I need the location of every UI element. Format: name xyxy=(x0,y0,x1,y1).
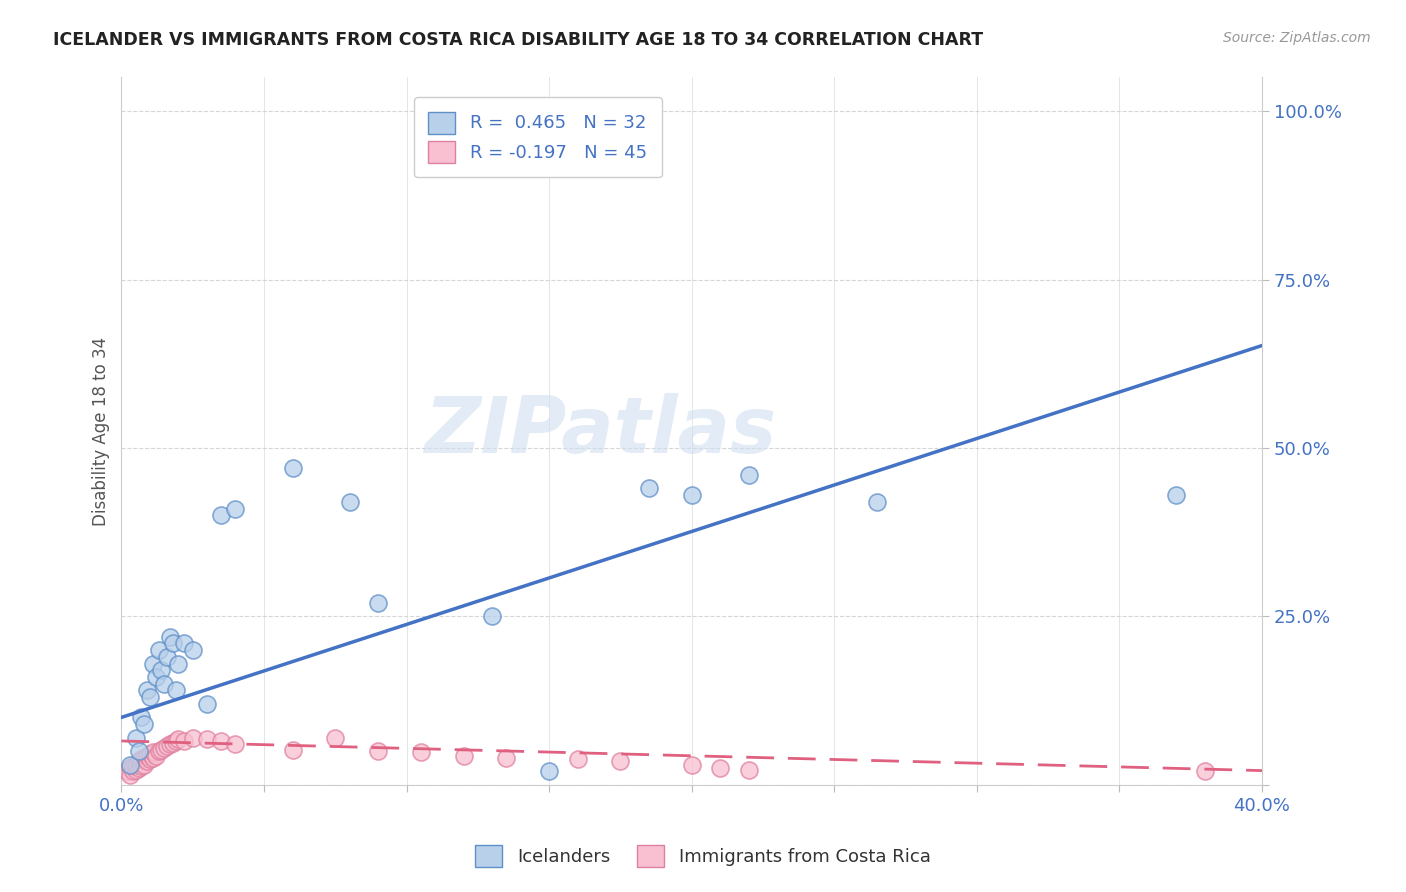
Point xyxy=(142,751,165,765)
Point xyxy=(136,683,159,698)
Point xyxy=(173,734,195,748)
Point xyxy=(139,747,162,762)
Point xyxy=(148,643,170,657)
Point xyxy=(738,467,761,482)
Point xyxy=(495,751,517,765)
Point xyxy=(125,757,148,772)
Point xyxy=(162,736,184,750)
Point xyxy=(165,734,187,748)
Point xyxy=(224,501,246,516)
Point xyxy=(167,731,190,746)
Point xyxy=(159,630,181,644)
Point xyxy=(118,767,141,781)
Point xyxy=(367,744,389,758)
Point xyxy=(209,508,232,523)
Point xyxy=(367,596,389,610)
Point xyxy=(281,742,304,756)
Point xyxy=(866,495,889,509)
Point xyxy=(142,657,165,671)
Point xyxy=(156,649,179,664)
Point xyxy=(128,761,150,775)
Text: ICELANDER VS IMMIGRANTS FROM COSTA RICA DISABILITY AGE 18 TO 34 CORRELATION CHAR: ICELANDER VS IMMIGRANTS FROM COSTA RICA … xyxy=(53,31,984,49)
Point xyxy=(134,751,156,765)
Point xyxy=(538,764,561,779)
Legend: Icelanders, Immigrants from Costa Rica: Icelanders, Immigrants from Costa Rica xyxy=(468,838,938,874)
Point xyxy=(609,754,631,768)
Point xyxy=(148,744,170,758)
Text: Source: ZipAtlas.com: Source: ZipAtlas.com xyxy=(1223,31,1371,45)
Point xyxy=(1166,488,1188,502)
Point xyxy=(125,731,148,745)
Point xyxy=(121,759,143,773)
Point xyxy=(131,759,153,773)
Point xyxy=(162,636,184,650)
Point xyxy=(195,731,218,746)
Point xyxy=(128,754,150,768)
Point xyxy=(150,742,173,756)
Point xyxy=(323,731,346,745)
Point xyxy=(567,752,589,766)
Point xyxy=(142,746,165,760)
Point xyxy=(134,717,156,731)
Point xyxy=(153,740,176,755)
Point xyxy=(281,461,304,475)
Point xyxy=(409,746,432,760)
Point xyxy=(681,488,703,502)
Point xyxy=(209,734,232,748)
Point xyxy=(339,495,361,509)
Point xyxy=(136,749,159,764)
Point xyxy=(709,761,731,775)
Point xyxy=(139,690,162,705)
Point xyxy=(195,697,218,711)
Point xyxy=(481,609,503,624)
Point xyxy=(165,683,187,698)
Point xyxy=(115,764,138,779)
Point xyxy=(156,739,179,753)
Point xyxy=(150,663,173,677)
Point xyxy=(453,749,475,764)
Text: ZIPatlas: ZIPatlas xyxy=(425,393,776,469)
Point xyxy=(118,761,141,775)
Point xyxy=(118,757,141,772)
Point xyxy=(125,763,148,777)
Point xyxy=(181,731,204,745)
Point xyxy=(181,643,204,657)
Point xyxy=(136,754,159,768)
Point xyxy=(131,710,153,724)
Point xyxy=(167,657,190,671)
Point xyxy=(145,749,167,764)
Point xyxy=(159,737,181,751)
Point xyxy=(638,481,661,495)
Point xyxy=(128,744,150,758)
Point xyxy=(224,737,246,751)
Point xyxy=(1194,764,1216,779)
Point xyxy=(139,752,162,766)
Point xyxy=(145,670,167,684)
Point xyxy=(121,764,143,779)
Point xyxy=(173,636,195,650)
Y-axis label: Disability Age 18 to 34: Disability Age 18 to 34 xyxy=(93,336,110,525)
Point xyxy=(681,757,703,772)
Point xyxy=(153,676,176,690)
Point xyxy=(131,752,153,766)
Legend: R =  0.465   N = 32, R = -0.197   N = 45: R = 0.465 N = 32, R = -0.197 N = 45 xyxy=(413,97,661,178)
Point xyxy=(738,763,761,777)
Point xyxy=(134,757,156,772)
